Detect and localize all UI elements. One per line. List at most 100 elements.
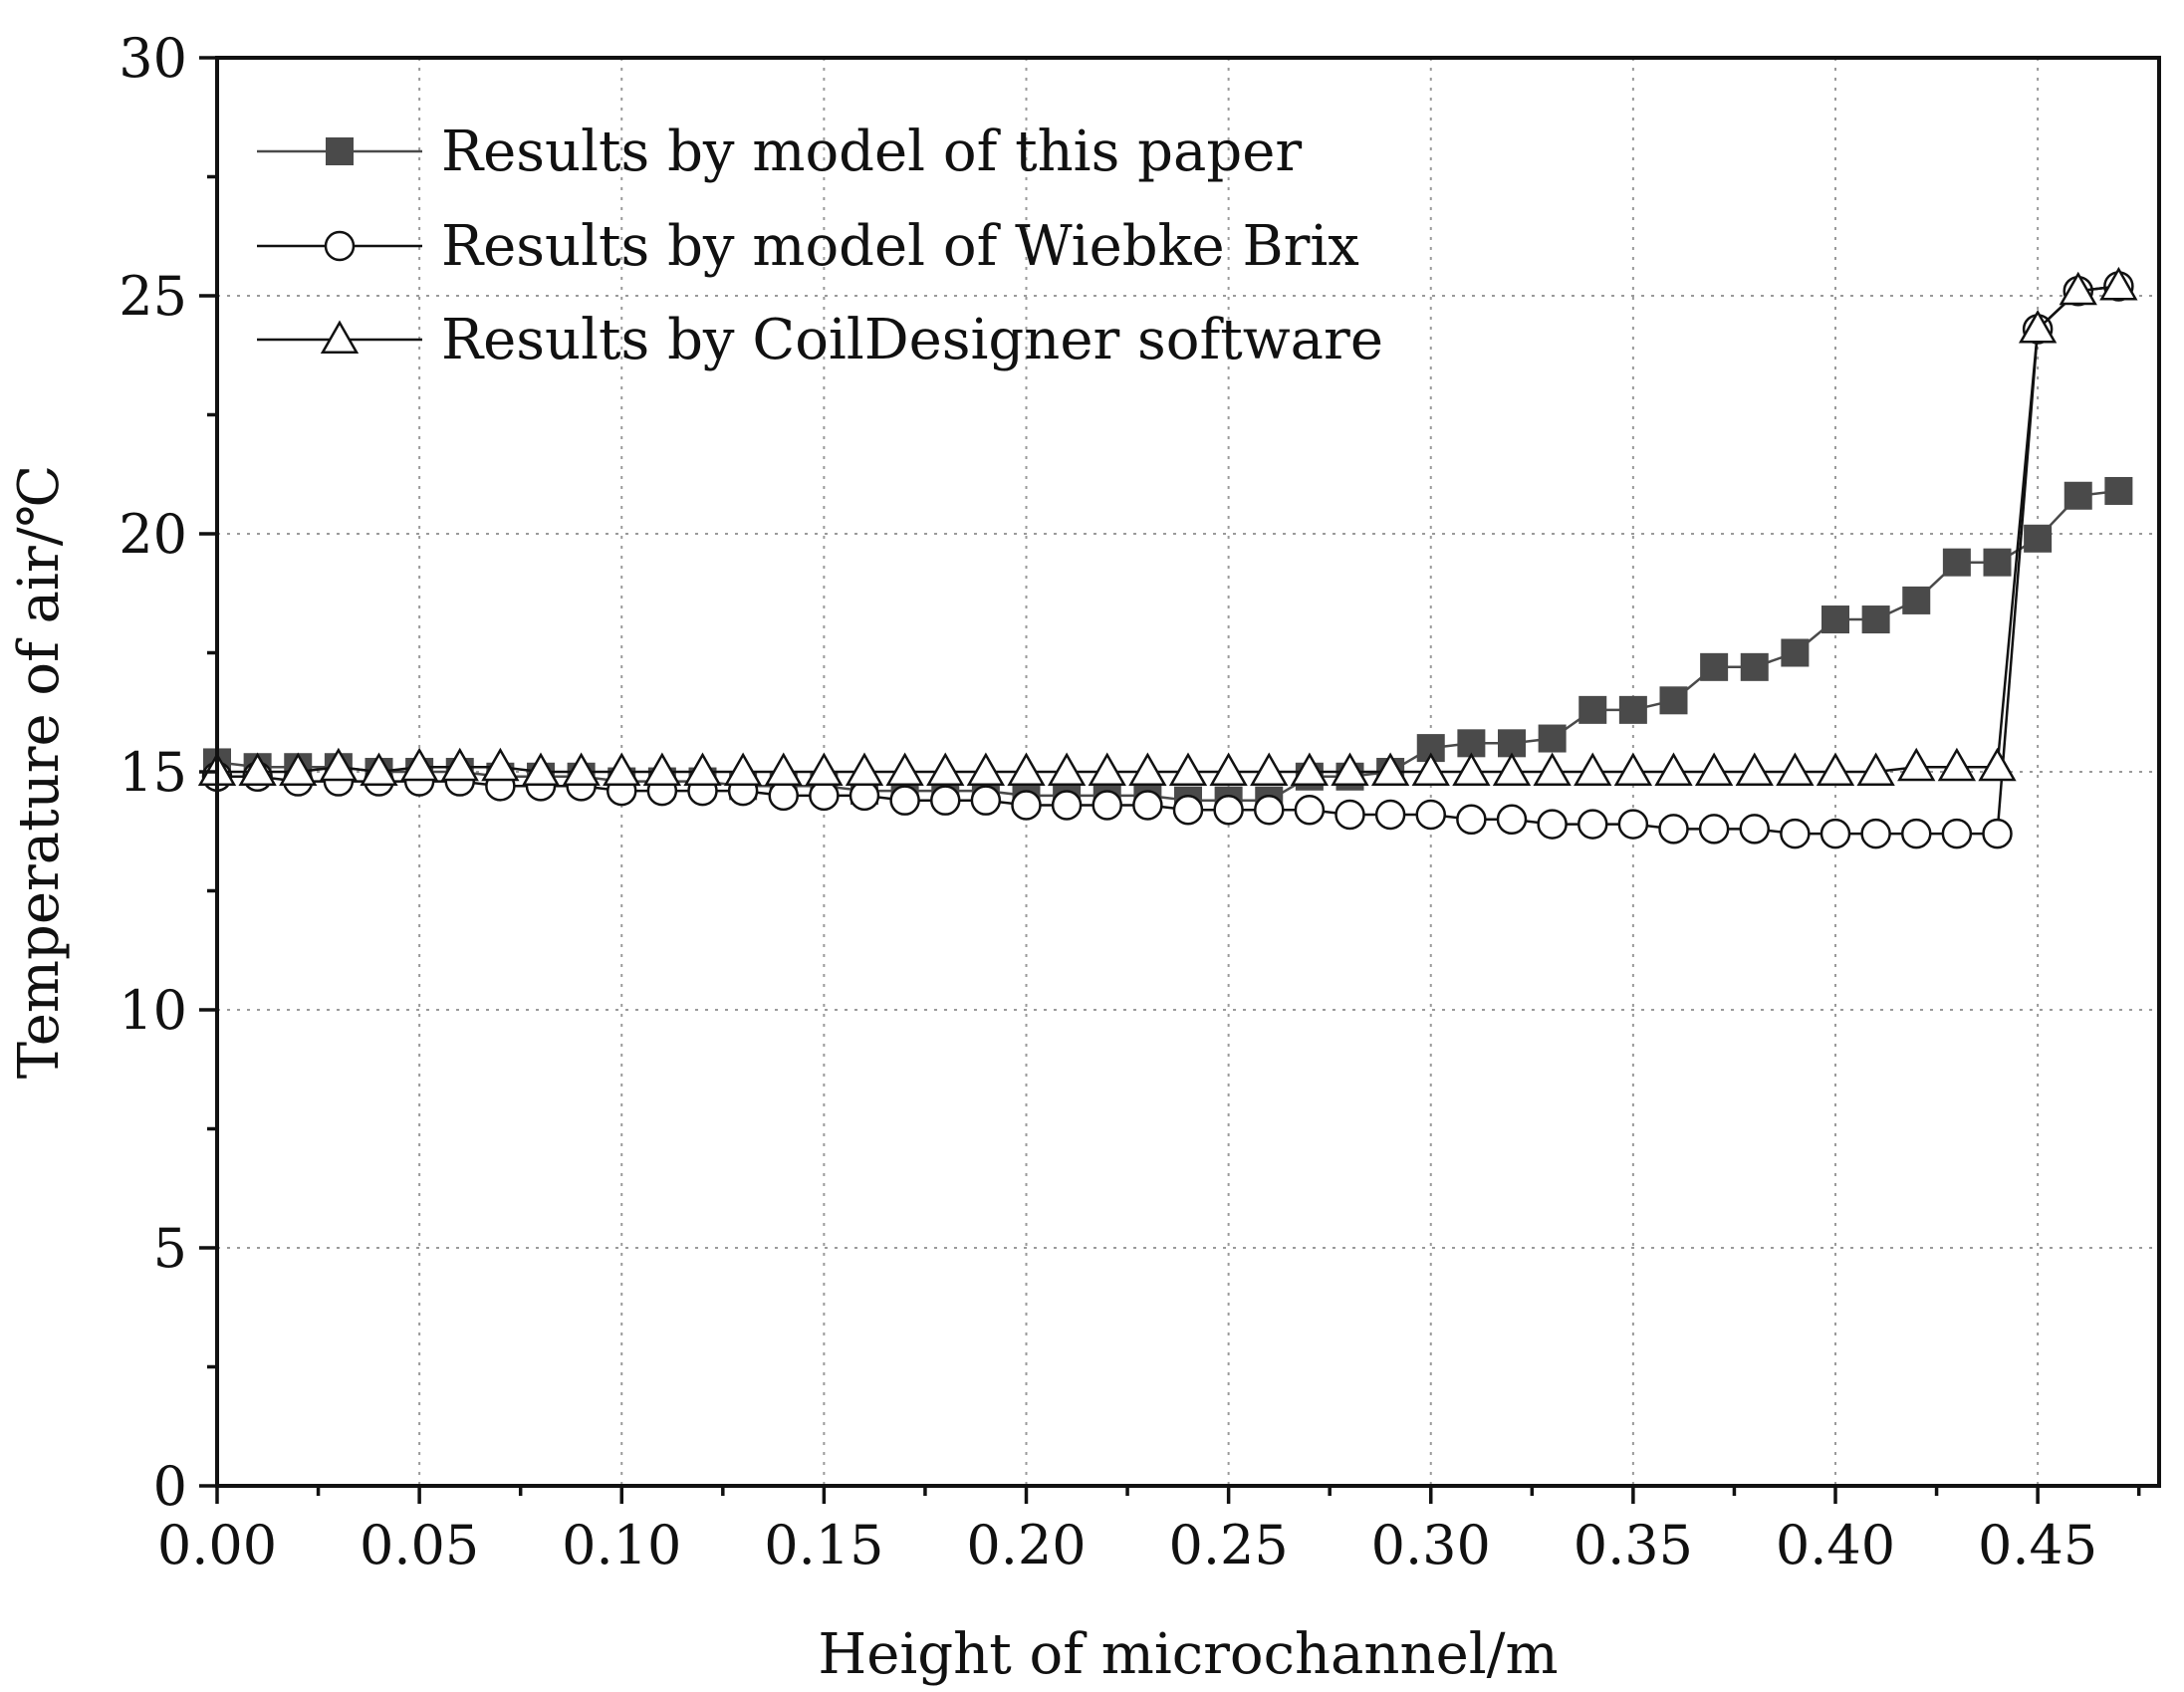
data-point-coildesigner xyxy=(1250,752,1289,786)
legend-marker xyxy=(326,137,354,165)
data-point-coildesigner xyxy=(764,752,803,786)
data-point-wiebke-brix xyxy=(1941,818,1973,849)
data-point-coildesigner xyxy=(1978,747,2017,782)
x-tick-label: 0.35 xyxy=(1574,1514,1693,1576)
data-point-wiebke-brix xyxy=(1658,814,1689,845)
data-point-wiebke-brix xyxy=(1213,794,1244,826)
x-tick-label: 0.15 xyxy=(764,1514,883,1576)
data-point-wiebke-brix xyxy=(1982,818,2013,849)
data-point-wiebke-brix xyxy=(1092,790,1122,821)
data-point-coildesigner xyxy=(481,747,520,782)
data-point-wiebke-brix xyxy=(1294,794,1326,826)
data-point-coildesigner xyxy=(1168,752,1208,786)
data-point-wiebke-brix xyxy=(1820,818,1851,849)
data-point-paper xyxy=(1740,652,1769,681)
data-point-coildesigner xyxy=(440,747,479,782)
x-tick-label: 0.40 xyxy=(1776,1514,1895,1576)
data-point-wiebke-brix xyxy=(1739,814,1770,845)
y-tick-label: 5 xyxy=(153,1217,187,1280)
legend-marker xyxy=(320,320,360,354)
y-tick-label: 10 xyxy=(119,979,187,1042)
data-point-wiebke-brix xyxy=(1254,794,1285,826)
data-point-coildesigner xyxy=(360,752,398,786)
data-point-coildesigner xyxy=(1492,752,1532,786)
data-point-paper xyxy=(1700,652,1729,681)
data-point-coildesigner xyxy=(2018,309,2058,344)
legend-item-paper: Results by model of this paper xyxy=(257,120,1302,184)
data-point-coildesigner xyxy=(1128,752,1167,786)
data-point-paper xyxy=(1902,586,1931,614)
legend-marker xyxy=(324,230,356,262)
data-point-wiebke-brix xyxy=(1698,814,1730,845)
x-axis-title: Height of microchannel/m xyxy=(818,1622,1558,1687)
data-point-wiebke-brix xyxy=(1537,809,1568,840)
series-layer xyxy=(197,266,2138,849)
data-point-coildesigner xyxy=(2059,271,2097,306)
data-point-coildesigner xyxy=(723,752,763,786)
data-point-paper xyxy=(2063,481,2092,510)
x-tick-label: 0.45 xyxy=(1978,1514,2097,1576)
data-point-coildesigner xyxy=(1533,752,1572,786)
data-point-coildesigner xyxy=(2099,266,2138,301)
data-point-coildesigner xyxy=(399,747,439,782)
data-point-coildesigner xyxy=(521,752,561,786)
data-point-coildesigner xyxy=(279,752,318,786)
tick-labels: 0.00 0.05 0.10 0.15 0.20 0.25 0.30 0.35 0.40 0.45… xyxy=(119,27,2097,1576)
data-point-wiebke-brix xyxy=(768,780,799,812)
data-point-paper xyxy=(2104,476,2133,505)
data-point-paper xyxy=(1498,729,1526,758)
legend-item-coildesigner: Results by CoilDesigner software xyxy=(257,308,1383,372)
data-point-wiebke-brix xyxy=(1335,799,1365,831)
data-point-coildesigner xyxy=(1411,752,1450,786)
data-point-coildesigner xyxy=(1047,752,1087,786)
data-point-coildesigner xyxy=(1856,752,1895,786)
data-point-paper xyxy=(1578,695,1607,724)
data-point-coildesigner xyxy=(1654,752,1693,786)
x-tick-label: 0.00 xyxy=(157,1514,277,1576)
data-point-wiebke-brix xyxy=(1374,799,1406,831)
data-point-paper xyxy=(1942,548,1971,577)
data-point-wiebke-brix xyxy=(1901,818,1932,849)
y-axis-title: Temperature of air/℃ xyxy=(7,465,72,1080)
data-point-coildesigner xyxy=(1574,752,1612,786)
data-point-coildesigner xyxy=(1613,752,1653,786)
y-tick-label: 20 xyxy=(119,503,187,566)
data-point-wiebke-brix xyxy=(1011,790,1042,821)
data-point-wiebke-brix xyxy=(1780,818,1811,849)
data-point-coildesigner xyxy=(805,752,844,786)
legend-item-wiebke-brix: Results by model of Wiebke Brix xyxy=(257,214,1359,279)
data-point-coildesigner xyxy=(1088,752,1126,786)
x-tick-label: 0.10 xyxy=(562,1514,681,1576)
data-point-coildesigner xyxy=(1290,752,1330,786)
data-point-coildesigner xyxy=(1007,752,1046,786)
y-tick-label: 15 xyxy=(119,741,187,804)
legend-label: Results by CoilDesigner software xyxy=(441,308,1383,372)
data-point-wiebke-brix xyxy=(1415,799,1446,831)
data-point-coildesigner xyxy=(642,752,682,786)
data-point-coildesigner xyxy=(926,752,965,786)
data-point-wiebke-brix xyxy=(1132,790,1163,821)
data-point-wiebke-brix xyxy=(1172,794,1204,826)
data-point-wiebke-brix xyxy=(930,785,961,816)
data-point-coildesigner xyxy=(885,752,924,786)
data-point-coildesigner xyxy=(603,752,641,786)
data-point-coildesigner xyxy=(1735,752,1774,786)
x-tick-label: 0.25 xyxy=(1169,1514,1289,1576)
data-point-wiebke-brix xyxy=(889,785,920,816)
y-tick-label: 30 xyxy=(119,27,187,90)
data-point-coildesigner xyxy=(1816,752,1855,786)
data-point-coildesigner xyxy=(238,752,277,786)
data-point-paper xyxy=(1983,548,2012,577)
data-point-wiebke-brix xyxy=(1456,804,1487,836)
data-point-coildesigner xyxy=(562,752,601,786)
data-point-wiebke-brix xyxy=(970,785,1002,816)
y-tick-label: 25 xyxy=(119,265,187,328)
data-point-coildesigner xyxy=(1452,752,1491,786)
data-point-coildesigner xyxy=(1331,752,1369,786)
data-point-wiebke-brix xyxy=(809,780,840,812)
x-tick-label: 0.05 xyxy=(360,1514,479,1576)
data-point-coildesigner xyxy=(966,752,1006,786)
x-tick-label: 0.20 xyxy=(966,1514,1086,1576)
data-point-coildesigner xyxy=(845,752,884,786)
